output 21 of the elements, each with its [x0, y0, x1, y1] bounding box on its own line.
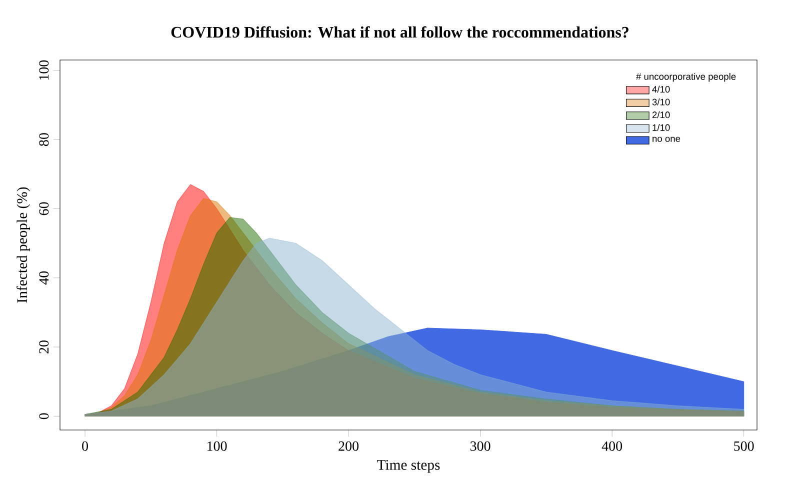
- x-tick-label: 300: [470, 441, 490, 451]
- legend-label: 4/10: [652, 86, 670, 93]
- y-tick-label: 60: [39, 202, 49, 216]
- x-tick-label: 200: [338, 441, 359, 451]
- y-tick-label: 100: [39, 60, 49, 80]
- legend-label: 1/10: [652, 124, 670, 131]
- x-tick-label: 500: [734, 441, 754, 451]
- y-tick-label: 80: [39, 133, 49, 146]
- x-axis-title: Time steps: [377, 460, 440, 473]
- legend-label: 3/10: [652, 98, 670, 106]
- y-axis-title: Infected people (%): [16, 187, 30, 303]
- legend-title: # uncoorporative people: [636, 73, 736, 82]
- chart-title: COVID19 Diffusion: What if not all follow the roccommendations?: [171, 26, 628, 38]
- x-tick-label: 100: [208, 441, 227, 451]
- y-tick-label: 40: [39, 271, 49, 285]
- x-tick-label: 0: [82, 441, 88, 451]
- x-tick-label: 400: [602, 441, 622, 451]
- legend-label: no one: [652, 136, 680, 142]
- y-tick-label: 20: [39, 340, 49, 354]
- legend-label: 2/10: [652, 111, 670, 118]
- y-tick-label: 0: [39, 413, 49, 420]
